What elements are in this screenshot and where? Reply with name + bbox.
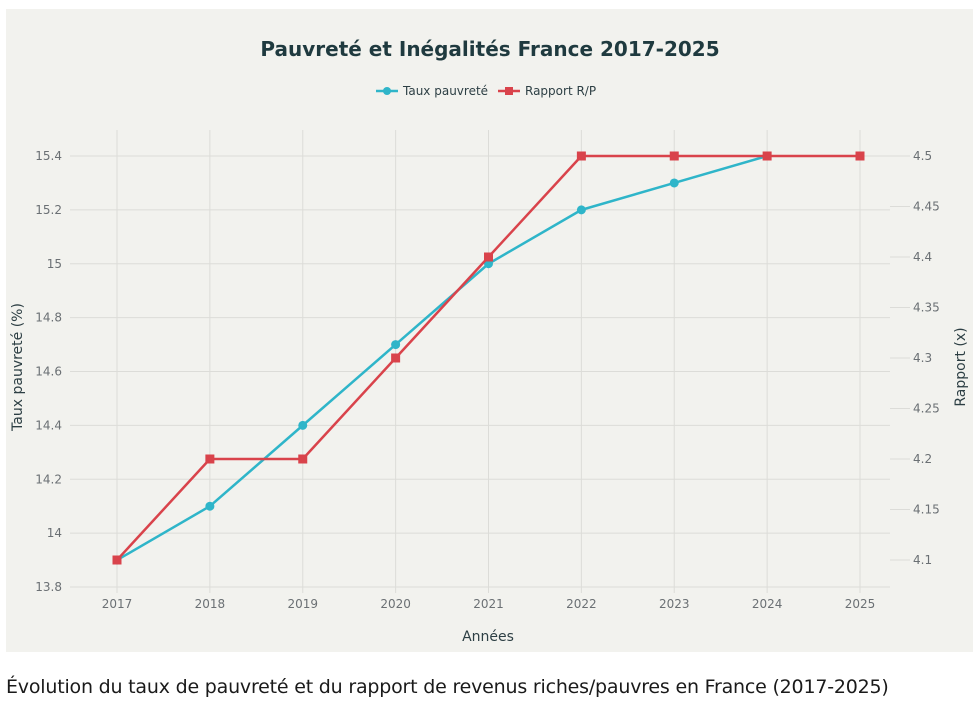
x-tick-label: 2023 bbox=[659, 597, 690, 611]
x-tick-label: 2018 bbox=[195, 597, 226, 611]
grid bbox=[70, 130, 890, 593]
y2-tick-label: 4.15 bbox=[913, 503, 940, 517]
x-tick-label: 2025 bbox=[845, 597, 876, 611]
y2-tick-label: 4.1 bbox=[913, 553, 932, 567]
series-group bbox=[112, 151, 865, 565]
data-point[interactable] bbox=[669, 178, 679, 188]
data-point[interactable] bbox=[669, 151, 679, 161]
legend: Taux pauvreté Rapport R/P bbox=[376, 84, 596, 98]
data-point[interactable] bbox=[112, 555, 122, 565]
data-point[interactable] bbox=[391, 340, 401, 350]
series-line-taux-pauvrete bbox=[116, 154, 768, 562]
legend-label: Taux pauvreté bbox=[402, 84, 488, 98]
legend-marker bbox=[505, 87, 513, 95]
legend-marker bbox=[383, 87, 391, 95]
data-point[interactable] bbox=[205, 454, 215, 464]
data-point[interactable] bbox=[298, 454, 308, 464]
legend-item-rapport-rp[interactable]: Rapport R/P bbox=[498, 84, 596, 98]
y2-tick-label: 4.45 bbox=[913, 200, 940, 214]
data-point[interactable] bbox=[205, 501, 215, 511]
y-axis-left: 13.8 14 14.2 14.4 14.6 14.8 15 15.2 15.4 bbox=[35, 149, 62, 594]
y2-tick-label: 4.2 bbox=[913, 452, 932, 466]
data-point[interactable] bbox=[391, 353, 401, 363]
y2-tick-label: 4.35 bbox=[913, 301, 940, 315]
y2-axis-label: Rapport (x) bbox=[953, 327, 969, 406]
legend-label: Rapport R/P bbox=[525, 84, 596, 98]
y-axis-label: Taux pauvreté (%) bbox=[10, 303, 26, 432]
y2-tick-label: 4.5 bbox=[913, 149, 932, 163]
x-tick-label: 2021 bbox=[473, 597, 504, 611]
legend-item-taux-pauvrete[interactable]: Taux pauvreté bbox=[376, 84, 488, 98]
y2-tick-label: 4.3 bbox=[913, 351, 932, 365]
y-tick-label: 14.6 bbox=[35, 365, 62, 379]
x-axis-label: Années bbox=[462, 629, 514, 645]
y2-tick-label: 4.25 bbox=[913, 402, 940, 416]
data-point[interactable] bbox=[576, 205, 586, 215]
chart-title: Pauvreté et Inégalités France 2017-2025 bbox=[260, 37, 719, 61]
data-point[interactable] bbox=[576, 151, 586, 161]
x-axis: 2017 2018 2019 2020 2021 2022 2023 2024 2025 bbox=[102, 597, 876, 611]
y-tick-label: 15.2 bbox=[35, 203, 62, 217]
figure-caption: Évolution du taux de pauvreté et du rapp… bbox=[6, 676, 889, 698]
y-tick-label: 15.4 bbox=[35, 149, 62, 163]
line-chart: Pauvreté et Inégalités France 2017-2025 … bbox=[10, 37, 969, 645]
chart-panel: Pauvreté et Inégalités France 2017-2025 … bbox=[6, 9, 973, 652]
y-tick-label: 14 bbox=[47, 526, 62, 540]
x-tick-label: 2024 bbox=[752, 597, 783, 611]
data-point[interactable] bbox=[762, 151, 772, 161]
data-point[interactable] bbox=[298, 420, 308, 430]
data-point[interactable] bbox=[855, 151, 865, 161]
y-tick-label: 14.2 bbox=[35, 472, 62, 486]
x-tick-label: 2019 bbox=[287, 597, 318, 611]
y2-tick-label: 4.4 bbox=[913, 250, 932, 264]
x-tick-label: 2020 bbox=[380, 597, 411, 611]
y-axis-right: 4.1 4.15 4.2 4.25 4.3 4.35 4.4 4.45 4.5 bbox=[890, 149, 940, 567]
y-tick-label: 14.8 bbox=[35, 311, 62, 325]
y-tick-label: 14.4 bbox=[35, 418, 62, 432]
x-tick-label: 2022 bbox=[566, 597, 597, 611]
y-tick-label: 13.8 bbox=[35, 580, 62, 594]
x-tick-label: 2017 bbox=[102, 597, 133, 611]
data-point[interactable] bbox=[484, 252, 493, 262]
y-tick-label: 15 bbox=[47, 257, 62, 271]
